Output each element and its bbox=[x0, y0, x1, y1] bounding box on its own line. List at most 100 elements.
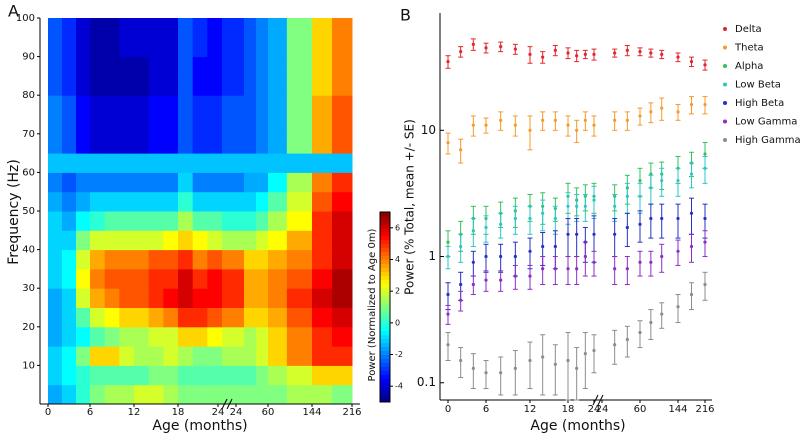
colorbar-swatch bbox=[380, 318, 390, 324]
data-point bbox=[613, 343, 617, 347]
heat-cell bbox=[62, 249, 77, 270]
heat-cell bbox=[134, 114, 150, 135]
heat-cell bbox=[192, 95, 208, 115]
y-axis-label: Power (% Total, mean +/- SE) bbox=[403, 119, 417, 295]
heat-cell bbox=[62, 18, 77, 38]
heat-cell bbox=[312, 191, 333, 212]
heat-cell bbox=[207, 346, 223, 366]
heat-cell bbox=[222, 18, 245, 38]
heat-cell bbox=[148, 268, 164, 289]
heat-cell bbox=[178, 153, 194, 173]
heat-cell bbox=[256, 268, 269, 289]
data-point bbox=[660, 254, 664, 259]
heat-cell bbox=[104, 75, 120, 96]
heat-cell bbox=[148, 153, 164, 173]
panel-label: B bbox=[400, 6, 411, 25]
heat-cell bbox=[119, 326, 135, 347]
data-point bbox=[676, 305, 680, 309]
heat-cell bbox=[222, 133, 245, 154]
heat-cell bbox=[332, 249, 353, 270]
colorbar-swatch bbox=[380, 227, 390, 233]
heat-cell bbox=[332, 75, 353, 96]
heat-cell bbox=[244, 326, 257, 347]
heat-cell bbox=[62, 326, 77, 347]
x-axis-label: Age (months) bbox=[530, 418, 625, 434]
heat-cell bbox=[178, 326, 194, 347]
data-point bbox=[660, 106, 664, 110]
x-tick-label: 12 bbox=[128, 407, 141, 418]
heat-cell bbox=[207, 249, 223, 270]
colorbar-swatch bbox=[380, 255, 390, 260]
heat-cell bbox=[192, 268, 208, 289]
data-point bbox=[446, 254, 450, 259]
data-point bbox=[459, 148, 463, 152]
heat-cell bbox=[104, 365, 120, 386]
heat-cell bbox=[76, 384, 91, 405]
heat-cell bbox=[178, 230, 194, 251]
plots: 0 6 12 18 24 24 60 144 216102030405060708090100-… bbox=[16, 13, 800, 418]
heat-cell bbox=[312, 230, 333, 251]
heat-cell bbox=[312, 153, 333, 173]
heat-cell bbox=[104, 230, 120, 251]
heat-cell bbox=[178, 365, 194, 386]
heat-cell bbox=[134, 18, 150, 38]
data-point bbox=[541, 244, 545, 249]
data-point bbox=[649, 260, 653, 264]
heat-cell bbox=[207, 365, 223, 386]
heat-cell bbox=[312, 307, 333, 328]
data-point bbox=[484, 46, 488, 50]
panel-label: A bbox=[8, 2, 19, 21]
heat-cell bbox=[163, 230, 179, 251]
heat-cell bbox=[192, 114, 208, 135]
heat-cell bbox=[148, 346, 164, 366]
x-axis-label: Age (months) bbox=[152, 418, 247, 434]
heat-cell bbox=[119, 114, 135, 135]
heat-cell bbox=[134, 56, 150, 77]
heat-cell bbox=[192, 307, 208, 328]
colorbar-tick-label: -2 bbox=[395, 350, 403, 359]
heat-cell bbox=[48, 37, 63, 58]
heat-cell bbox=[90, 191, 106, 212]
data-point bbox=[459, 50, 463, 54]
heat-cell bbox=[244, 249, 257, 270]
heat-cell bbox=[207, 37, 223, 58]
heat-cell bbox=[244, 307, 257, 328]
heat-cell bbox=[222, 230, 245, 251]
heat-cell bbox=[90, 153, 106, 173]
heat-cell bbox=[163, 133, 179, 154]
colorbar-swatch bbox=[380, 334, 390, 340]
heat-cell bbox=[48, 133, 63, 154]
axis-break bbox=[226, 398, 233, 410]
heat-cell bbox=[104, 288, 120, 308]
heat-cell bbox=[256, 75, 269, 96]
colorbar-swatch bbox=[380, 279, 390, 284]
heat-cell bbox=[256, 18, 269, 38]
heat-cell bbox=[48, 211, 63, 231]
x-tick-label: 60 bbox=[262, 407, 275, 418]
heat-cell bbox=[62, 346, 77, 366]
heat-cell bbox=[62, 172, 77, 193]
heat-cell bbox=[62, 384, 77, 405]
heat-cell bbox=[48, 114, 63, 135]
heat-cell bbox=[222, 172, 245, 193]
heat-cell bbox=[62, 133, 77, 154]
data-point bbox=[649, 216, 653, 221]
data-point bbox=[446, 292, 450, 297]
data-point bbox=[513, 274, 517, 278]
heat-cell bbox=[90, 307, 106, 328]
heat-cell bbox=[119, 230, 135, 251]
heat-cell bbox=[119, 18, 135, 38]
data-point bbox=[553, 362, 557, 366]
colorbar-swatch bbox=[380, 243, 390, 249]
heat-cell bbox=[48, 365, 63, 386]
colorbar-swatch bbox=[380, 358, 390, 363]
legend-label: Delta bbox=[735, 24, 762, 35]
heat-cell bbox=[332, 133, 353, 154]
x-tick-label: 24 bbox=[212, 407, 225, 418]
heat-cell bbox=[104, 172, 120, 193]
x-tick-label: 24 bbox=[230, 407, 243, 418]
heat-cell bbox=[90, 56, 106, 77]
colorbar-swatch bbox=[380, 271, 390, 276]
heat-cell bbox=[286, 346, 313, 366]
heat-cell bbox=[256, 346, 269, 366]
